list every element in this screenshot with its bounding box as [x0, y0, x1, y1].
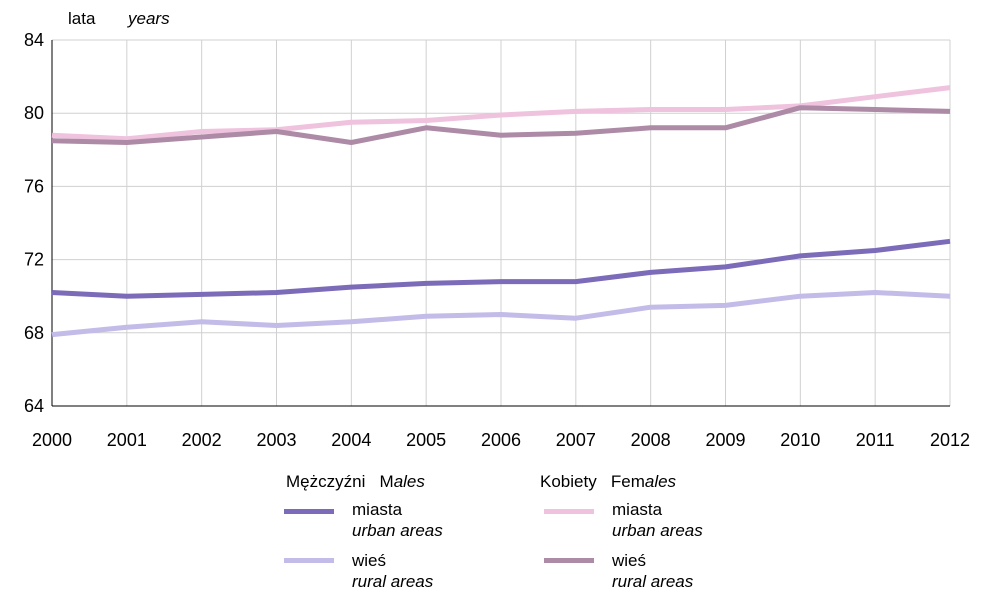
legend-label-pl: wieś [612, 551, 647, 570]
x-tick-label: 2001 [107, 430, 147, 450]
legend-swatch-males-urban [284, 509, 334, 514]
legend-label-pl: wieś [352, 551, 387, 570]
x-tick-label: 2006 [481, 430, 521, 450]
gridlines [52, 39, 951, 406]
y-tick-label: 80 [24, 103, 44, 123]
legend-label-pl: miasta [352, 500, 403, 519]
legend-label-pl: miasta [612, 500, 663, 519]
legend-group-males: Mężczyźni Males [286, 471, 425, 492]
x-tick-label: 2007 [556, 430, 596, 450]
y-tick-label: 72 [24, 250, 44, 270]
series-males-urban [51, 238, 951, 299]
series-females-rural [51, 105, 951, 145]
x-tick-label: 2008 [631, 430, 671, 450]
legend-label-en: urban areas [352, 521, 443, 540]
legend-females-en-prefix: Fem [610, 472, 645, 491]
legend-label-en: urban areas [612, 521, 703, 540]
y-unit-label-en: years [127, 9, 170, 28]
legend-swatch-males-rural [284, 558, 334, 563]
legend-swatch-females-urban [544, 509, 594, 514]
series-layer [51, 85, 951, 338]
legend-label-en: rural areas [612, 572, 694, 591]
x-tick-label: 2005 [406, 430, 446, 450]
x-tick-label: 2009 [705, 430, 745, 450]
x-tick-label: 2010 [780, 430, 820, 450]
legend-males-pl: Mężczyźni [286, 472, 366, 491]
x-tick-label: 2000 [32, 430, 72, 450]
x-tick-label: 2002 [182, 430, 222, 450]
legend-females-pl: Kobiety [540, 472, 597, 491]
axes [51, 40, 950, 407]
legend-males-en-prefix: M [379, 472, 394, 491]
legend-swatch-females-rural [544, 558, 594, 563]
legend-label-en: rural areas [352, 572, 434, 591]
x-tick-label: 2004 [331, 430, 371, 450]
x-tick-label: 2003 [256, 430, 296, 450]
y-tick-label: 68 [24, 323, 44, 343]
y-tick-label: 64 [24, 396, 44, 416]
x-tick-label: 2012 [930, 430, 970, 450]
line-chart: 64 68 72 76 80 84 2000 2001 2002 2003 2004 2005 2006… [24, 9, 970, 450]
legend-males-en-suffix: ales [393, 472, 425, 491]
x-tick-label: 2011 [856, 430, 895, 450]
y-unit-label: lata [68, 9, 96, 28]
y-tick-label: 76 [24, 176, 44, 196]
legend-females-en-suffix: ales [644, 472, 677, 491]
y-tick-label: 84 [24, 30, 44, 50]
series-males-rural [51, 290, 951, 338]
legend-group-females: Kobiety Females [540, 471, 676, 492]
tick-labels: 64 68 72 76 80 84 2000 2001 2002 2003 2004 2005 2006… [24, 30, 970, 450]
